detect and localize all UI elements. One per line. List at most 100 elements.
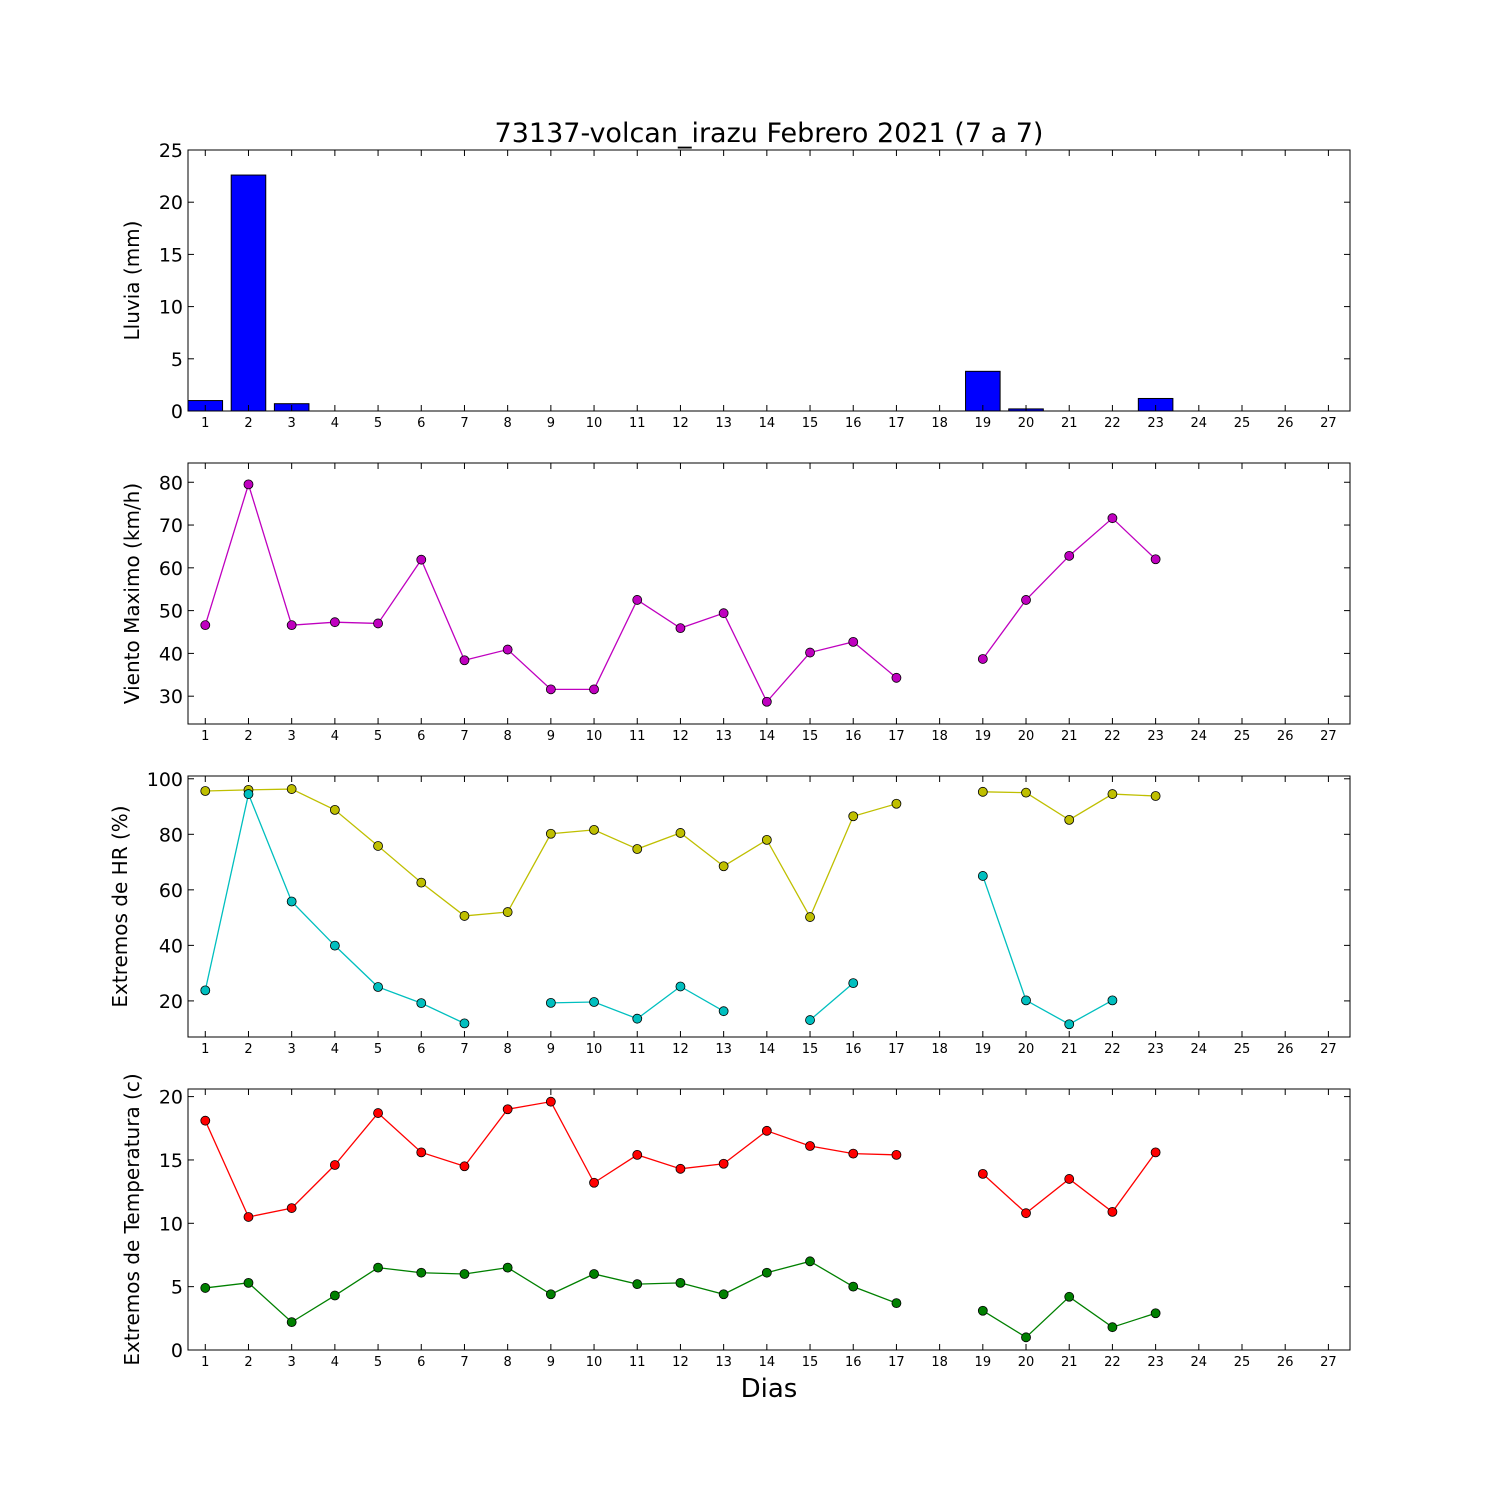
y-tick-label: 30: [159, 686, 183, 708]
series-0-point-day-7: [459, 1161, 470, 1172]
series-0-point-day-3: [286, 1203, 297, 1213]
x-tick-label: 14: [759, 416, 776, 431]
x-tick-label: 11: [629, 1355, 646, 1370]
x-tick-label: 22: [1104, 1042, 1121, 1057]
series-0-point-day-7: [459, 655, 470, 666]
x-axis-label: Dias: [741, 1374, 798, 1404]
x-tick-label: 27: [1320, 1042, 1337, 1057]
y-tick-label: 40: [159, 643, 183, 665]
series-0-point-day-9: [545, 828, 556, 839]
x-tick-label: 15: [802, 1042, 819, 1057]
x-tick-label: 25: [1234, 1042, 1251, 1057]
y-tick-label: 15: [159, 244, 183, 266]
series-0-point-day-12: [675, 623, 686, 634]
x-tick-label: 22: [1104, 416, 1121, 431]
x-tick-label: 22: [1104, 1355, 1121, 1370]
series-0-point-day-23: [1150, 791, 1161, 801]
x-tick-label: 15: [802, 416, 819, 431]
panel-rain: 1 2 3 4 5 6 7 8 9 10 11 12 13 14 15 16 17 18 19 20 21 22 23 24 2…: [120, 140, 1351, 431]
x-tick-label: 11: [629, 416, 646, 431]
series-0-point-day-6: [416, 554, 427, 565]
series-1-point-day-9: [545, 997, 556, 1008]
x-tick-label: 14: [759, 1355, 776, 1370]
series-1-point-day-11: [632, 1279, 643, 1290]
series-0-point-day-20: [1021, 1208, 1031, 1219]
series-0-point-day-11: [632, 844, 643, 854]
series-0-point-day-21: [1064, 814, 1075, 825]
x-tick-label: 24: [1191, 729, 1208, 744]
series-1-point-day-9: [545, 1289, 556, 1300]
series-0-point-day-8: [502, 1104, 513, 1115]
x-tick-label: 25: [1234, 416, 1251, 431]
y-tick-label: 20: [159, 1087, 183, 1109]
x-tick-label: 11: [629, 729, 646, 744]
y-tick-label: 10: [159, 297, 183, 319]
bar-day-19: [965, 370, 1001, 412]
series-0-point-day-17: [891, 672, 902, 683]
x-tick-label: 9: [547, 416, 555, 431]
x-tick-label: 1: [201, 1355, 209, 1370]
y-tick-label: 80: [159, 472, 183, 494]
series-0-point-day-15: [805, 912, 815, 922]
plot-area: [188, 463, 1350, 724]
x-tick-label: 14: [759, 1042, 776, 1057]
x-tick-label: 1: [201, 416, 209, 431]
x-tick-label: 9: [547, 1042, 555, 1057]
series-1-point-day-22: [1107, 995, 1118, 1006]
series-0-point-day-20: [1021, 787, 1031, 798]
x-tick-label: 9: [547, 1355, 555, 1370]
series-0-point-day-4: [329, 804, 340, 815]
series-1-point-day-23: [1150, 1308, 1161, 1319]
series-0-point-day-15: [805, 647, 815, 658]
x-tick-label: 27: [1320, 729, 1337, 744]
series-0-point-day-9: [545, 1096, 556, 1107]
y-tick-label: 40: [159, 935, 183, 957]
x-tick-label: 18: [931, 416, 948, 431]
series-0-point-day-19: [977, 654, 988, 664]
x-tick-label: 20: [1018, 729, 1035, 744]
x-tick-label: 10: [586, 1042, 603, 1057]
x-tick-label: 2: [244, 416, 252, 431]
series-0-point-day-12: [675, 828, 686, 838]
x-tick-label: 20: [1018, 416, 1035, 431]
series-0-point-day-15: [805, 1141, 815, 1151]
series-0-point-day-8: [502, 907, 513, 917]
panel-temperature: 1 2 3 4 5 6 7 8 9 10 11 12 13 14 15 16 17 18 19 20 21 22 23 24 2…: [120, 1073, 1351, 1370]
series-0-point-day-14: [761, 696, 772, 707]
x-tick-label: 15: [802, 729, 819, 744]
x-tick-label: 21: [1061, 1355, 1078, 1370]
y-tick-label: 60: [159, 880, 183, 902]
x-tick-label: 17: [888, 416, 905, 431]
x-tick-label: 25: [1234, 729, 1251, 744]
x-tick-label: 8: [504, 729, 512, 744]
x-tick-label: 12: [672, 416, 689, 431]
x-tick-label: 8: [504, 1042, 512, 1057]
series-1-point-day-6: [416, 998, 427, 1009]
series-0-point-day-20: [1021, 595, 1031, 605]
x-tick-label: 5: [374, 729, 382, 744]
x-tick-label: 3: [288, 416, 296, 431]
x-tick-label: 6: [417, 729, 425, 744]
x-tick-label: 6: [417, 1042, 425, 1057]
x-tick-label: 4: [331, 1042, 339, 1057]
x-tick-label: 6: [417, 416, 425, 431]
y-tick-label: 5: [171, 1277, 183, 1299]
x-tick-label: 12: [672, 1355, 689, 1370]
x-tick-label: 18: [931, 1042, 948, 1057]
x-tick-label: 8: [504, 1355, 512, 1370]
series-1-point-day-2: [243, 789, 254, 799]
y-tick-label: 20: [159, 991, 183, 1013]
x-tick-label: 3: [288, 1355, 296, 1370]
series-1-point-day-11: [632, 1013, 643, 1024]
x-tick-label: 18: [931, 1355, 948, 1370]
series-0-point-day-3: [286, 784, 297, 794]
x-tick-label: 10: [586, 1355, 603, 1370]
series-0-point-day-8: [502, 644, 513, 655]
panel-humidity: 1 2 3 4 5 6 7 8 9 10 11 12 13 14 15 16 17 18 19 20 21 22 23 24 2…: [108, 769, 1351, 1057]
series-0-point-day-16: [848, 636, 859, 647]
series-0-point-day-1: [200, 786, 211, 796]
y-axis-label: Lluvia (mm): [120, 221, 144, 341]
series-1-point-day-5: [373, 982, 383, 992]
x-tick-label: 7: [460, 416, 468, 431]
x-tick-label: 7: [460, 1042, 468, 1057]
